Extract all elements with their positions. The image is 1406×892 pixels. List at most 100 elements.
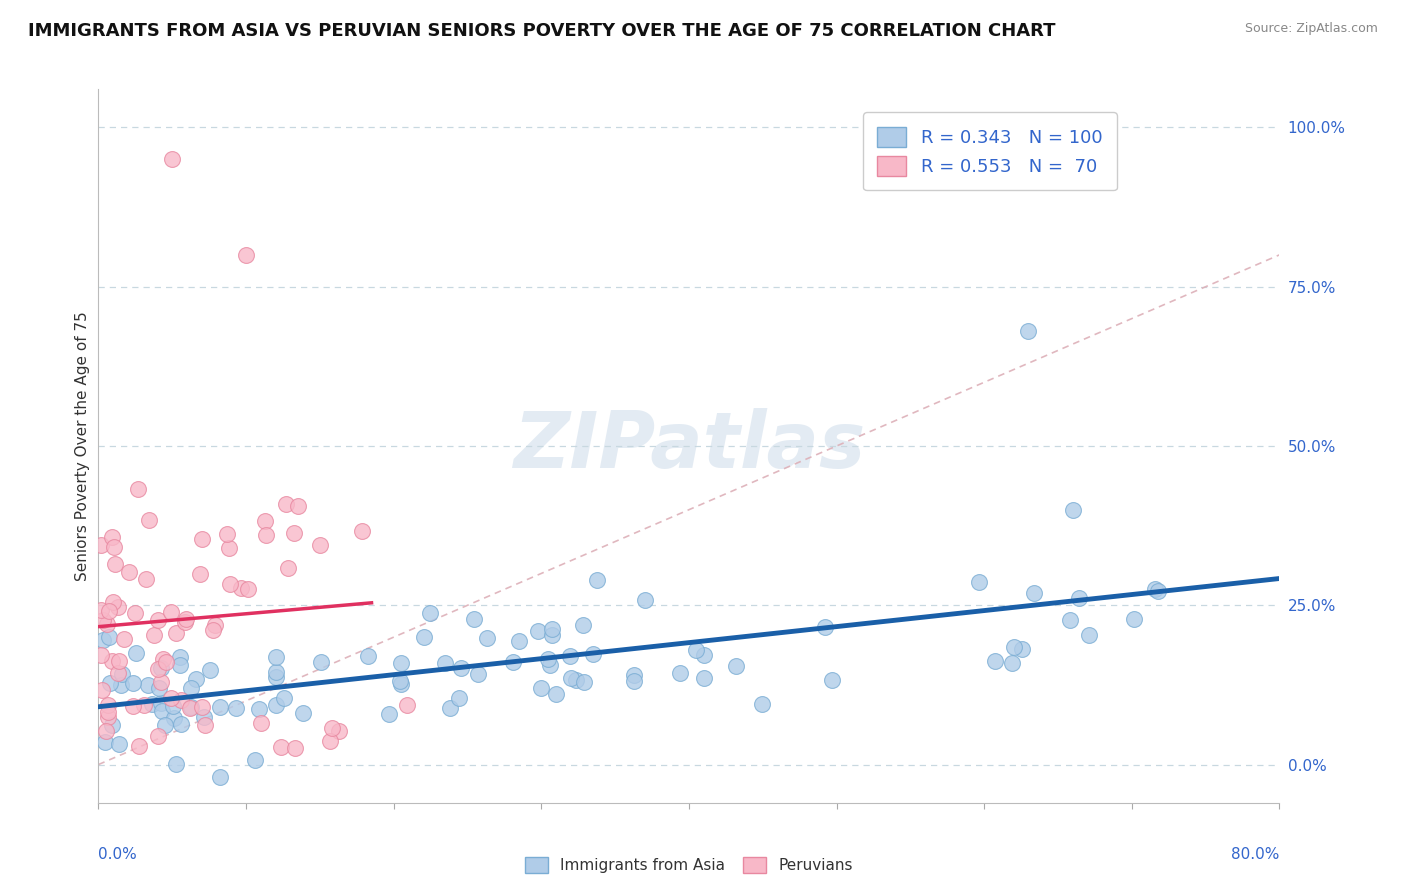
Point xyxy=(328,723,350,738)
Point xyxy=(218,577,240,591)
Point xyxy=(291,706,314,720)
Point xyxy=(97,705,120,719)
Text: Source: ZipAtlas.com: Source: ZipAtlas.com xyxy=(1244,22,1378,36)
Point xyxy=(91,613,114,627)
Point xyxy=(155,655,177,669)
Point xyxy=(134,698,156,713)
Point xyxy=(321,721,343,735)
Point xyxy=(560,671,582,685)
Point xyxy=(90,538,112,552)
Point xyxy=(159,605,181,619)
Point xyxy=(150,661,173,675)
Point xyxy=(477,631,499,645)
Point xyxy=(103,540,125,554)
Point xyxy=(169,658,191,673)
Point xyxy=(225,701,247,715)
Point xyxy=(274,497,297,511)
Point xyxy=(544,687,567,701)
Point xyxy=(110,678,132,692)
Point xyxy=(97,698,120,712)
Point xyxy=(170,693,193,707)
Point xyxy=(412,630,434,644)
Point xyxy=(174,612,197,626)
Point xyxy=(166,626,188,640)
Point xyxy=(97,710,120,724)
Point xyxy=(108,737,131,751)
Point xyxy=(558,649,581,664)
Point xyxy=(813,620,835,634)
Point xyxy=(238,582,260,596)
Point xyxy=(1011,642,1033,657)
Point xyxy=(148,662,170,676)
Point xyxy=(124,606,146,620)
Point xyxy=(111,667,134,681)
Point xyxy=(247,702,270,716)
Point xyxy=(357,648,380,663)
Point xyxy=(186,673,208,687)
Point xyxy=(582,647,605,661)
Point xyxy=(538,657,561,672)
Point xyxy=(243,753,266,767)
Point xyxy=(419,607,441,621)
Point xyxy=(1078,628,1101,642)
Point xyxy=(634,593,657,607)
Point xyxy=(527,624,550,639)
Point xyxy=(150,674,173,689)
Point xyxy=(287,499,309,513)
Point xyxy=(388,673,411,688)
Point xyxy=(685,643,707,657)
Point xyxy=(108,654,131,668)
Point xyxy=(450,660,472,674)
Point xyxy=(235,248,257,262)
Point xyxy=(502,655,524,669)
Point xyxy=(162,153,183,167)
Point xyxy=(204,618,226,632)
Point xyxy=(433,657,456,671)
Point xyxy=(309,655,332,669)
Point xyxy=(170,717,193,731)
Point xyxy=(124,646,146,660)
Point xyxy=(536,651,558,665)
Point xyxy=(264,670,287,684)
Point xyxy=(574,675,596,690)
Point xyxy=(128,739,150,754)
Point xyxy=(91,682,114,697)
Point xyxy=(141,697,163,711)
Point xyxy=(439,701,461,715)
Point xyxy=(163,711,186,725)
Point xyxy=(169,650,191,665)
Point xyxy=(100,676,122,690)
Point xyxy=(751,698,773,712)
Point xyxy=(967,575,990,590)
Point xyxy=(1069,591,1091,605)
Point xyxy=(1002,640,1025,655)
Point xyxy=(101,718,124,732)
Point xyxy=(162,698,184,713)
Point xyxy=(152,652,174,666)
Point xyxy=(508,634,530,648)
Point xyxy=(396,698,419,712)
Text: 80.0%: 80.0% xyxy=(1232,847,1279,863)
Point xyxy=(1022,586,1045,600)
Point xyxy=(121,699,143,714)
Point xyxy=(1122,612,1144,626)
Point xyxy=(229,581,252,595)
Point xyxy=(146,613,169,627)
Point xyxy=(160,691,183,706)
Point xyxy=(352,524,374,538)
Point xyxy=(389,656,412,670)
Point xyxy=(984,654,1007,668)
Point xyxy=(193,709,215,723)
Point xyxy=(98,630,121,644)
Point xyxy=(284,741,307,756)
Point xyxy=(264,698,287,712)
Point xyxy=(725,658,748,673)
Point xyxy=(530,681,553,695)
Point xyxy=(571,617,593,632)
Point xyxy=(201,624,224,638)
Point xyxy=(215,527,238,541)
Point xyxy=(821,673,844,688)
Point xyxy=(540,628,562,642)
Point xyxy=(253,514,276,528)
Point xyxy=(191,700,214,714)
